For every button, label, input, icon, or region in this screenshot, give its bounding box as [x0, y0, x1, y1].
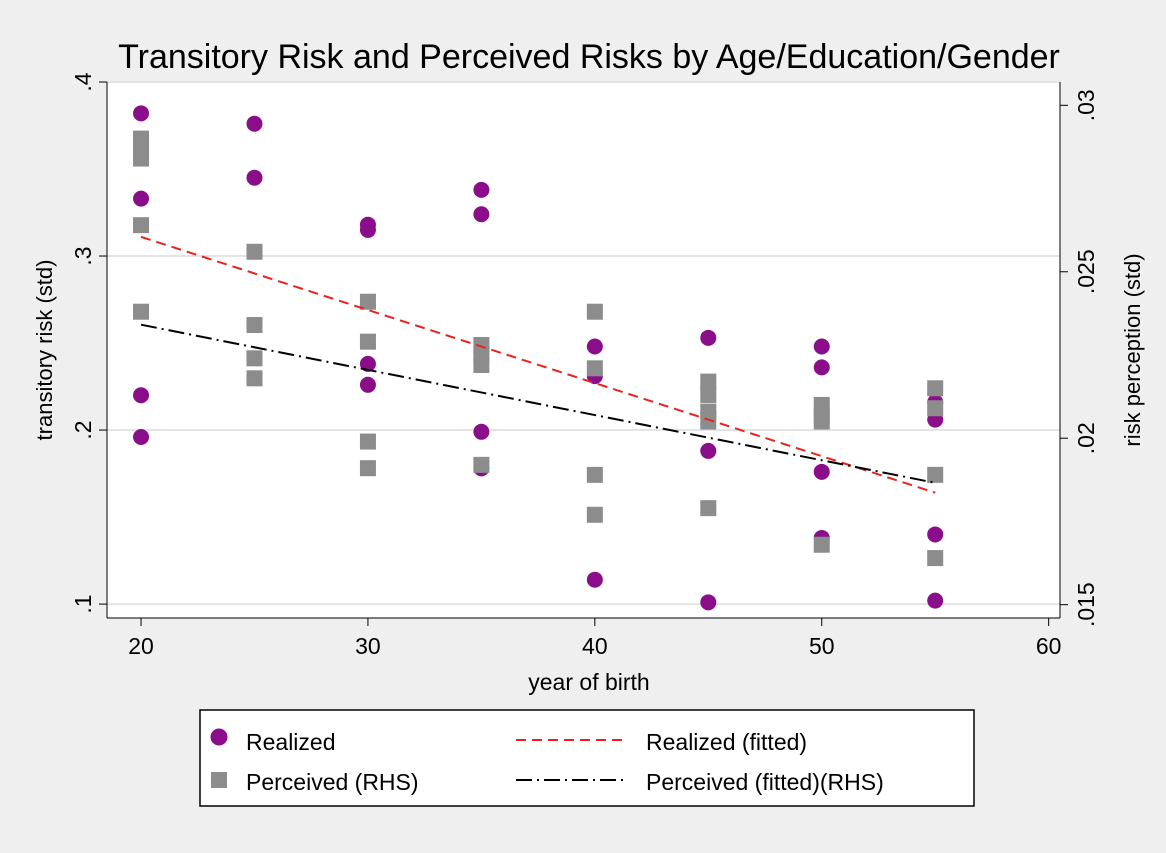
chart-title: Transitory Risk and Perceived Risks by A… — [118, 38, 1060, 76]
data-point-perceived — [700, 373, 717, 390]
data-point-realized — [133, 387, 150, 404]
x-axis-label: year of birth — [528, 669, 649, 695]
data-point-realized — [813, 463, 830, 480]
data-point-perceived — [133, 150, 150, 167]
data-point-perceived — [927, 380, 944, 397]
axes-layer — [106, 82, 1061, 619]
data-point-realized — [359, 355, 376, 372]
data-point-perceived — [473, 456, 490, 473]
data-point-realized — [359, 376, 376, 393]
y-axis-label-left: transitory risk (std) — [32, 260, 57, 441]
data-point-perceived — [246, 243, 263, 260]
data-point-perceived — [586, 506, 603, 523]
data-point-perceived — [813, 536, 830, 553]
data-point-realized — [473, 423, 490, 440]
ticks-layer: 20 30 40 50 60 .1 .2 .3 .4 .015 .02 .025 .03 — [70, 72, 1099, 659]
legend-label-perceived-fitted: Perceived (fitted)(RHS) — [646, 769, 884, 795]
data-point-realized — [927, 592, 944, 609]
data-point-realized — [813, 359, 830, 376]
data-point-realized — [473, 181, 490, 198]
data-point-realized — [927, 526, 944, 543]
data-point-realized — [700, 329, 717, 346]
y-tick-label-right: .02 — [1073, 422, 1099, 454]
data-point-realized — [700, 442, 717, 459]
x-tick-label: 30 — [355, 633, 381, 659]
x-tick-label: 20 — [128, 633, 154, 659]
fit-line-realized — [140, 235, 936, 494]
legend-label-realized: Realized — [246, 729, 336, 755]
legend-label-realized-fitted: Realized (fitted) — [646, 729, 807, 755]
fit-line-perceived — [140, 323, 936, 484]
data-point-realized — [133, 429, 150, 446]
grid-layer — [107, 81, 1060, 606]
data-point-perceived — [359, 293, 376, 310]
data-point-perceived — [133, 217, 150, 234]
y-tick-label-left: .3 — [70, 246, 96, 265]
data-point-perceived — [359, 460, 376, 477]
x-tick-label: 50 — [809, 633, 835, 659]
legend-label-perceived: Perceived (RHS) — [246, 769, 419, 795]
data-point-perceived — [359, 433, 376, 450]
legend-marker-perceived — [211, 772, 227, 788]
data-point-realized — [359, 221, 376, 238]
data-point-realized — [133, 105, 150, 122]
x-tick-label: 60 — [1036, 633, 1062, 659]
data-point-realized — [473, 206, 490, 223]
legend-marker-realized — [210, 728, 228, 746]
data-point-perceived — [473, 356, 490, 373]
legend: Realized Perceived (RHS) Realized (fitte… — [199, 709, 975, 807]
data-point-perceived — [359, 333, 376, 350]
y-tick-label-right: .015 — [1073, 582, 1099, 627]
data-point-perceived — [246, 317, 263, 334]
data-point-perceived — [133, 303, 150, 320]
data-point-perceived — [246, 370, 263, 387]
data-point-perceived — [813, 413, 830, 430]
data-point-perceived — [700, 413, 717, 430]
y-tick-label-left: .2 — [70, 420, 96, 439]
data-point-perceived — [927, 466, 944, 483]
data-point-realized — [246, 169, 263, 186]
y-tick-label-left: .1 — [70, 594, 96, 613]
x-tick-label: 40 — [582, 633, 608, 659]
data-point-perceived — [700, 386, 717, 403]
y-tick-label-right: .025 — [1073, 249, 1099, 294]
data-point-perceived — [246, 350, 263, 367]
data-point-perceived — [586, 360, 603, 377]
data-point-perceived — [586, 303, 603, 320]
series-layer — [133, 105, 944, 611]
y-axis-label-right: risk perception (std) — [1120, 253, 1145, 446]
data-point-perceived — [927, 550, 944, 567]
data-point-perceived — [927, 400, 944, 417]
data-point-realized — [700, 594, 717, 611]
y-tick-label-left: .4 — [70, 72, 96, 91]
plot-area — [107, 82, 1060, 618]
data-point-realized — [586, 338, 603, 355]
y-tick-label-right: .03 — [1073, 89, 1099, 121]
data-point-realized — [133, 190, 150, 207]
data-point-realized — [246, 115, 263, 132]
data-point-realized — [813, 338, 830, 355]
data-point-realized — [586, 571, 603, 588]
legend-box — [199, 709, 975, 807]
data-point-perceived — [700, 500, 717, 517]
data-point-perceived — [586, 466, 603, 483]
